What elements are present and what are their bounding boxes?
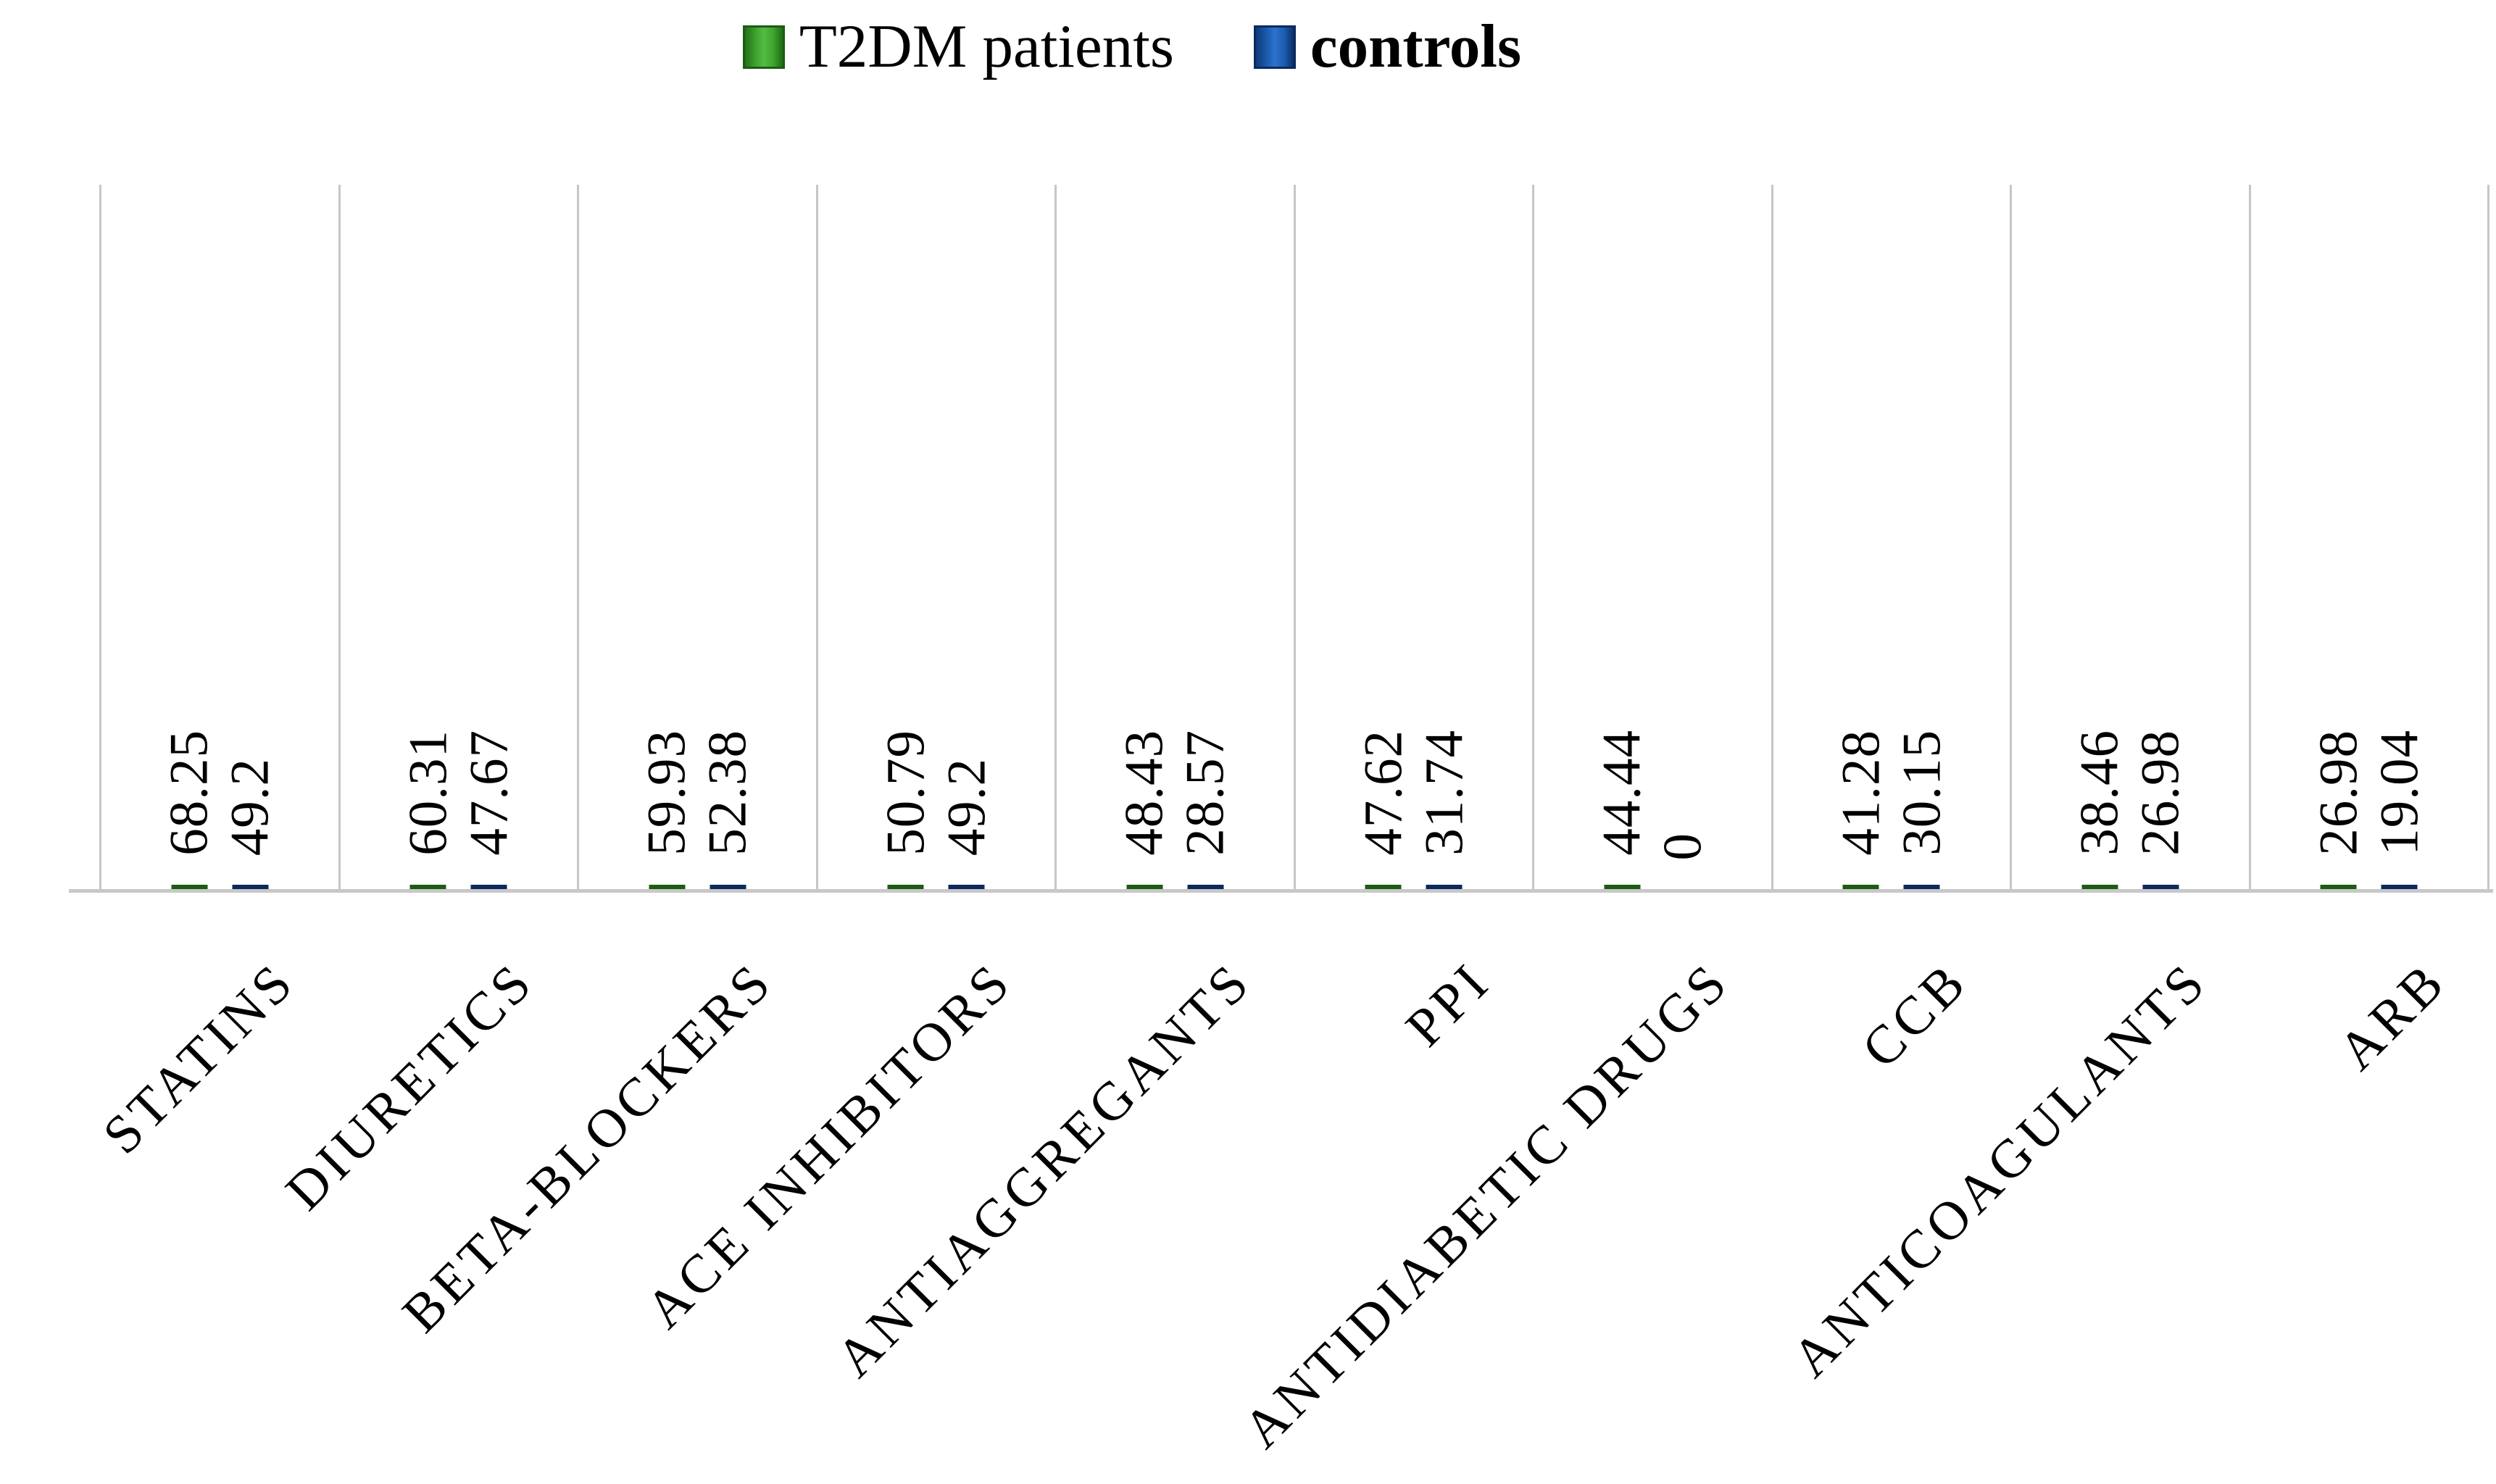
- bar-group-t2dm-patients-antiaggregants: 48.43: [1114, 730, 1175, 889]
- bar-group-t2dm-patients-ppi: 47.62: [1353, 730, 1414, 889]
- category-slot-antiaggregants: 48.43 28.57: [1054, 185, 1294, 889]
- value-label-t2dm-patients-statins: 68.25: [159, 730, 220, 856]
- value-label-controls-ppi: 31.74: [1414, 730, 1475, 856]
- bar-controls-statins: [232, 885, 269, 889]
- bar-group-t2dm-patients-antidiabetic-drugs: 44.44: [1592, 730, 1652, 889]
- bar-t2dm-patients-anticoagulants: [2081, 885, 2118, 889]
- value-label-t2dm-patients-beta-blockers: 59.93: [636, 730, 697, 856]
- value-label-t2dm-patients-ppi: 47.62: [1353, 730, 1414, 856]
- bar-group-t2dm-patients-diuretics: 60.31: [398, 730, 459, 889]
- bar-group-controls-diuretics: 47.67: [459, 730, 520, 889]
- bar-controls-diuretics: [470, 885, 507, 889]
- bar-controls-anticoagulants: [2142, 885, 2179, 889]
- bar-group-t2dm-patients-ace-inhibitors: 50.79: [875, 730, 936, 889]
- bar-t2dm-patients-ppi: [1365, 885, 1402, 889]
- bar-group-controls-beta-blockers: 52.38: [697, 730, 758, 889]
- bar-group-controls-anticoagulants: 26.98: [2130, 730, 2191, 889]
- legend-item-controls: controls: [1253, 12, 1522, 80]
- x-axis-label-antiaggregants: ANTIAGGREGANTS: [824, 951, 1262, 1389]
- category-slot-anticoagulants: 38.46 26.98: [2010, 185, 2249, 889]
- value-label-t2dm-patients-antiaggregants: 48.43: [1114, 730, 1175, 856]
- bar-group-t2dm-patients-anticoagulants: 38.46: [2069, 730, 2130, 889]
- bar-controls-ppi: [1426, 885, 1463, 889]
- value-label-controls-diuretics: 47.67: [459, 730, 520, 856]
- bar-t2dm-patients-arb: [2320, 885, 2357, 889]
- value-label-controls-anticoagulants: 26.98: [2130, 730, 2191, 856]
- bar-group-controls-antiaggregants: 28.57: [1175, 730, 1236, 889]
- bar-t2dm-patients-ace-inhibitors: [887, 885, 924, 889]
- value-label-t2dm-patients-anticoagulants: 38.46: [2069, 730, 2130, 856]
- x-axis-label-beta-blockers: BETA-BLOCKERS: [391, 951, 785, 1344]
- bar-controls-ace-inhibitors: [948, 885, 985, 889]
- legend-item-t2dm-patients: T2DM patients: [742, 12, 1174, 80]
- value-label-t2dm-patients-antidiabetic-drugs: 44.44: [1592, 730, 1652, 856]
- category-slot-antidiabetic-drugs: 44.44 0: [1532, 185, 1771, 889]
- x-axis-label-diuretics: DIURETICS: [274, 951, 546, 1222]
- bar-t2dm-patients-diuretics: [409, 885, 446, 889]
- plot-area: 68.25 49.2 60.31 47.67 59.93 52.38 50.79 49.2 48…: [99, 185, 2489, 889]
- bar-controls-arb: [2381, 885, 2418, 889]
- x-axis-label-ace-inhibitors: ACE INHIBITORS: [634, 951, 1024, 1341]
- value-label-t2dm-patients-ccb: 41.28: [1831, 730, 1892, 856]
- legend-label-t2dm-patients: T2DM patients: [799, 12, 1174, 80]
- value-label-controls-statins: 49.2: [220, 757, 280, 856]
- category-slot-diuretics: 60.31 47.67: [338, 185, 578, 889]
- bar-group-t2dm-patients-statins: 68.25: [159, 730, 220, 889]
- bar-group-controls-antidiabetic-drugs: 0: [1652, 832, 1713, 890]
- bar-group-t2dm-patients-beta-blockers: 59.93: [636, 730, 697, 889]
- value-label-controls-antidiabetic-drugs: 0: [1652, 832, 1713, 861]
- bar-group-controls-ppi: 31.74: [1414, 730, 1475, 889]
- bar-group-t2dm-patients-arb: 26.98: [2308, 730, 2369, 889]
- category-slot-statins: 68.25 49.2: [99, 185, 338, 889]
- bar-group-controls-ace-inhibitors: 49.2: [936, 757, 997, 889]
- bar-controls-antiaggregants: [1187, 885, 1224, 889]
- bar-t2dm-patients-antiaggregants: [1126, 885, 1163, 889]
- bar-t2dm-patients-beta-blockers: [649, 885, 686, 889]
- bar-group-controls-ccb: 30.15: [1892, 730, 1952, 889]
- value-label-controls-ace-inhibitors: 49.2: [936, 757, 997, 856]
- bar-controls-beta-blockers: [710, 885, 746, 889]
- value-label-t2dm-patients-arb: 26.98: [2308, 730, 2369, 856]
- chart-legend: T2DM patients controls: [0, 16, 2380, 78]
- x-axis-label-anticoagulants: ANTICOAGULANTS: [1780, 951, 2219, 1389]
- bar-group-controls-statins: 49.2: [220, 757, 280, 889]
- value-label-t2dm-patients-ace-inhibitors: 50.79: [875, 730, 936, 856]
- bar-t2dm-patients-statins: [171, 885, 208, 889]
- x-axis-label-statins: STATINS: [91, 951, 307, 1166]
- category-slot-ace-inhibitors: 50.79 49.2: [815, 185, 1055, 889]
- bar-group-t2dm-patients-ccb: 41.28: [1831, 730, 1892, 889]
- value-label-controls-beta-blockers: 52.38: [697, 730, 758, 856]
- category-slot-ppi: 47.62 31.74: [1293, 185, 1533, 889]
- x-axis-label-ppi: PPI: [1394, 951, 1502, 1059]
- value-label-t2dm-patients-diuretics: 60.31: [398, 730, 459, 856]
- category-slot-ccb: 41.28 30.15: [1771, 185, 2010, 889]
- value-label-controls-ccb: 30.15: [1892, 730, 1952, 856]
- bar-t2dm-patients-ccb: [1842, 885, 1879, 889]
- bar-group-controls-arb: 19.04: [2369, 730, 2430, 889]
- bar-t2dm-patients-antidiabetic-drugs: [1604, 885, 1641, 889]
- bar-controls-ccb: [1903, 885, 1940, 889]
- legend-swatch-t2dm-patients: [742, 25, 785, 69]
- category-slot-beta-blockers: 59.93 52.38: [577, 185, 816, 889]
- category-slot-arb: 26.98 19.04: [2248, 185, 2489, 889]
- x-axis-line: [69, 889, 2493, 893]
- legend-swatch-controls: [1253, 25, 1296, 69]
- value-label-controls-antiaggregants: 28.57: [1175, 730, 1236, 856]
- x-axis-label-antidiabetic-drugs: ANTIDIABETIC DRUGS: [1231, 951, 1741, 1460]
- x-axis-label-ccb: CCB: [1850, 951, 1980, 1080]
- value-label-controls-arb: 19.04: [2369, 730, 2430, 856]
- legend-label-controls: controls: [1310, 12, 1522, 80]
- x-axis-label-arb: ARB: [2326, 951, 2458, 1082]
